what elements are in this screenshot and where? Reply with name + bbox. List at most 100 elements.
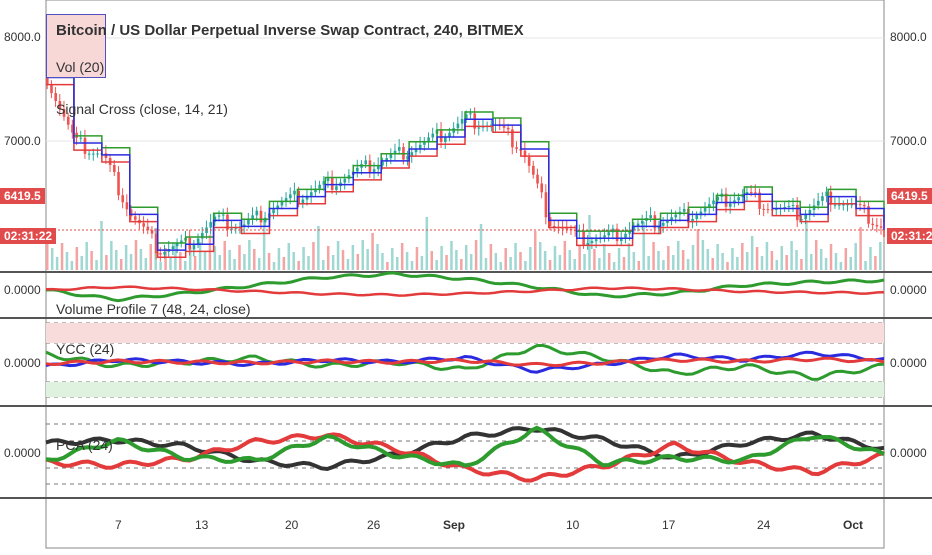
volume-bar-120 — [637, 261, 641, 270]
volume-bar-147 — [770, 251, 774, 270]
x-tick-7: 7 — [115, 518, 122, 532]
left-zero-pca: 0.0000 — [4, 446, 41, 460]
volume-bar-62 — [351, 245, 355, 270]
volume-bar-131 — [691, 245, 695, 270]
volume-bar-90 — [489, 244, 493, 270]
candle-body-190 — [842, 204, 845, 206]
candle-body-31 — [175, 243, 179, 247]
volume-bar-153 — [800, 259, 803, 270]
candle-body-26 — [154, 233, 158, 254]
volume-bar-53 — [307, 256, 310, 270]
candle-body-194 — [858, 204, 862, 206]
candle-body-188 — [833, 204, 837, 206]
candle-body-21 — [133, 216, 137, 220]
candle-body-197 — [871, 223, 875, 226]
candle-body-19 — [125, 202, 129, 210]
candle-body-110 — [506, 127, 510, 130]
volume-bar-78 — [430, 251, 433, 270]
volume-bar-85 — [465, 245, 468, 270]
volume-bar-142 — [745, 252, 749, 270]
volume-bar-111 — [593, 249, 596, 270]
candle-body-155 — [695, 215, 699, 219]
volume-bar-138 — [726, 262, 729, 270]
volume-bar-83 — [455, 250, 458, 270]
volume-bar-109 — [583, 254, 586, 270]
candle-body-8 — [79, 137, 83, 139]
candle-body-35 — [192, 243, 196, 250]
candle-body-39 — [209, 222, 213, 228]
volume-bar-150 — [785, 255, 788, 270]
candle-body-192 — [850, 204, 854, 206]
x-tick-24: 24 — [757, 518, 771, 532]
volume-bar-166 — [864, 261, 867, 270]
volume-bar-123 — [652, 242, 655, 270]
candle-body-180 — [800, 219, 803, 221]
volume-profile-label: Volume Profile 7 (48, 24, close) — [56, 301, 251, 317]
volume-bar-164 — [854, 243, 857, 270]
volume-bar-19 — [139, 249, 143, 270]
candle-body-182 — [808, 210, 812, 215]
volume-bar-125 — [662, 260, 665, 270]
volume-bar-47 — [277, 248, 281, 270]
candle-body-150 — [674, 214, 678, 218]
candle-body-185 — [821, 196, 824, 201]
volume-bar-113 — [603, 244, 606, 270]
volume-bar-126 — [667, 246, 670, 270]
volume-bar-40 — [243, 254, 246, 270]
x-tick-17: 17 — [662, 518, 676, 532]
volume-bar-33 — [208, 235, 212, 270]
candle-body-187 — [829, 191, 833, 205]
volume-bar-122 — [647, 256, 650, 270]
pca-line-green — [45, 425, 886, 468]
volume-bar-37 — [228, 250, 231, 270]
volume-bar-21 — [149, 244, 153, 270]
candle-body-140 — [632, 226, 636, 231]
candle-body-14 — [104, 153, 108, 158]
candle-body-16 — [113, 165, 116, 173]
candle-body-25 — [150, 230, 154, 234]
candle-body-77 — [368, 160, 372, 173]
candle-body-158 — [708, 204, 711, 208]
right-zero-pca: 0.0000 — [890, 446, 927, 460]
volume-bar-105 — [563, 241, 567, 270]
candle-body-6 — [71, 124, 74, 133]
left-countdown-tag: 02:31:22 — [0, 228, 57, 244]
candle-body-54 — [272, 209, 275, 214]
left-price-7000: 7000.0 — [4, 134, 41, 148]
volume-bar-76 — [420, 256, 424, 270]
candle-body-121 — [552, 226, 556, 228]
candle-body-162 — [724, 193, 728, 207]
volume-bar-13 — [110, 241, 113, 270]
signal-step-green — [46, 69, 885, 244]
candle-body-9 — [83, 137, 87, 154]
candle-body-146 — [657, 225, 661, 229]
volume-bar-66 — [371, 233, 374, 270]
volume-bar-75 — [415, 247, 419, 270]
volume-bar-167 — [869, 247, 872, 270]
candle-body-163 — [728, 203, 732, 207]
volume-bar-24 — [164, 248, 167, 270]
volume-bar-146 — [765, 242, 769, 270]
volume-bar-20 — [144, 258, 148, 270]
volume-bar-3 — [60, 243, 64, 270]
volume-bar-89 — [484, 258, 488, 270]
candle-body-130 — [590, 241, 594, 243]
candle-body-109 — [502, 126, 506, 128]
candle-body-89 — [418, 144, 422, 149]
volume-bar-157 — [819, 249, 823, 270]
volume-bar-100 — [538, 242, 542, 270]
volume-bar-140 — [736, 257, 739, 270]
candle-body-176 — [783, 207, 787, 209]
candle-body-191 — [846, 204, 849, 206]
volume-bar-63 — [356, 254, 360, 270]
volume-bar-96 — [519, 252, 522, 270]
candle-body-198 — [875, 225, 879, 227]
candle-body-41 — [217, 215, 221, 217]
candle-body-131 — [594, 239, 598, 242]
volume-bar-65 — [366, 249, 369, 270]
volume-bar-121 — [642, 222, 645, 270]
volume-bar-35 — [218, 255, 222, 270]
candle-body-189 — [837, 204, 841, 206]
candle-body-145 — [653, 215, 657, 229]
volume-bar-38 — [233, 259, 236, 270]
